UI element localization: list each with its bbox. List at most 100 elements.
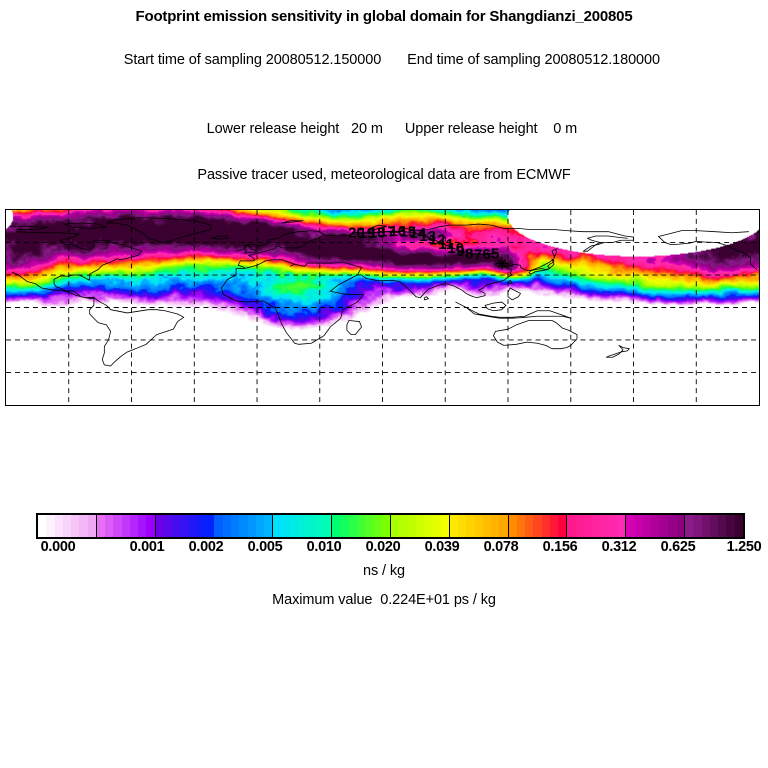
colorbar-seg-yellow-green bbox=[390, 515, 450, 537]
colorbar-swatch bbox=[432, 515, 441, 537]
coastline-path bbox=[455, 301, 572, 319]
colorbar-swatch bbox=[87, 515, 96, 537]
colorbar-swatch bbox=[516, 515, 526, 537]
colorbar-swatch bbox=[188, 515, 197, 537]
coastline-path bbox=[16, 226, 49, 230]
colorbar-swatch bbox=[508, 515, 517, 537]
trajectory-hour-label: 14 bbox=[410, 226, 427, 242]
colorbar-tick-9: 0.312 bbox=[601, 539, 637, 555]
colorbar-swatch bbox=[373, 515, 382, 537]
colorbar-swatch bbox=[407, 515, 416, 537]
colorbar-swatch bbox=[214, 515, 223, 537]
colorbar-swatch bbox=[709, 515, 719, 537]
page-title: Footprint emission sensitivity in global… bbox=[135, 8, 633, 25]
colorbar-swatch bbox=[701, 515, 710, 537]
colorbar-swatch bbox=[121, 515, 130, 537]
maximum-value-label: Maximum value 0.224E+01 ps / kg bbox=[272, 592, 496, 608]
colorbar-swatch bbox=[693, 515, 702, 537]
coastline-path bbox=[369, 224, 388, 233]
lower-release-height-label: Lower release height 20 m bbox=[206, 121, 383, 137]
upper-release-height-label: Upper release height 0 m bbox=[404, 121, 578, 137]
coastline-layer bbox=[9, 217, 758, 367]
coastline-path bbox=[244, 244, 258, 254]
trajectory-hour-label: 17 bbox=[379, 225, 396, 241]
colorbar-swatch bbox=[340, 515, 349, 537]
colorbar-swatch bbox=[172, 515, 181, 537]
colorbar-swatch bbox=[231, 515, 240, 537]
colorbar-swatch bbox=[129, 515, 139, 537]
colorbar-swatch bbox=[38, 515, 47, 537]
colorbar-swatch bbox=[155, 515, 164, 537]
trajectory-hour-label: 6 bbox=[482, 247, 490, 263]
coastline-path bbox=[551, 248, 557, 259]
colorbar-swatch bbox=[146, 515, 155, 537]
colorbar-swatch bbox=[499, 515, 508, 537]
colorbar-swatch bbox=[332, 515, 341, 537]
trajectory-path bbox=[353, 230, 497, 255]
colorbar-swatch bbox=[667, 515, 676, 537]
coastline-path bbox=[281, 220, 304, 224]
end-time-label: End time of sampling 20080512.180000 bbox=[407, 52, 660, 68]
colorbar-tick-7: 0.078 bbox=[483, 539, 519, 555]
colorbar-swatch bbox=[575, 515, 584, 537]
trajectory-hour-label: 5 bbox=[491, 247, 499, 263]
coastline-path bbox=[605, 345, 630, 358]
coastline-path bbox=[346, 320, 362, 336]
colorbar-seg-purple-dark bbox=[685, 515, 743, 537]
colorbar-swatch bbox=[96, 515, 106, 537]
colorbar-swatch bbox=[634, 515, 643, 537]
colorbar-swatch bbox=[381, 515, 390, 537]
colorbar-swatch bbox=[399, 515, 408, 537]
colorbar-swatch bbox=[138, 515, 147, 537]
trajectory-hour-label: 9 bbox=[456, 244, 464, 260]
colorbar-seg-blue bbox=[214, 515, 274, 537]
colorbar-swatch bbox=[71, 515, 80, 537]
colorbar-wrap bbox=[36, 513, 745, 539]
colorbar-tick-3: 0.005 bbox=[247, 539, 283, 555]
colorbar-swatch bbox=[281, 515, 290, 537]
colorbar-swatch bbox=[482, 515, 492, 537]
colorbar-swatch bbox=[726, 515, 735, 537]
coastline-path bbox=[323, 223, 634, 252]
colorbar-seg-violet-blue bbox=[155, 515, 215, 537]
release-height-line: Lower release height 20 m Upper release h… bbox=[0, 95, 768, 164]
map-panel: 20 19 18 17 16 15 14 13 12 11 10 9 8 7 6 5 bbox=[5, 209, 760, 406]
coastline-path bbox=[11, 231, 143, 300]
colorbar-swatch bbox=[659, 515, 668, 537]
trajectory-hour-label: 10 bbox=[447, 241, 464, 257]
coastline-path bbox=[221, 259, 365, 345]
colorbar-swatch bbox=[617, 515, 626, 537]
colorbar-swatch bbox=[273, 515, 282, 537]
colorbar-tick-0: 0.000 bbox=[40, 539, 76, 555]
colorbar-swatch bbox=[600, 515, 609, 537]
colorbar-swatch bbox=[196, 515, 206, 537]
colorbar-swatch bbox=[62, 515, 72, 537]
colorbar-swatch bbox=[525, 515, 534, 537]
trajectory-hour-label: 18 bbox=[369, 225, 386, 241]
colorbar-swatch bbox=[306, 515, 315, 537]
colorbar-swatch bbox=[466, 515, 475, 537]
colorbar-swatch bbox=[79, 515, 88, 537]
colorbar-swatch bbox=[113, 515, 122, 537]
colorbar-swatch bbox=[533, 515, 542, 537]
colorbar-swatch bbox=[626, 515, 635, 537]
trajectory-hour-label: 15 bbox=[400, 225, 417, 241]
colorbar-tick-11: 1.250 bbox=[726, 539, 762, 555]
colorbar-swatch bbox=[264, 515, 273, 537]
colorbar-swatch bbox=[390, 515, 400, 537]
coastline-path bbox=[89, 297, 185, 367]
colorbar-swatch bbox=[356, 515, 366, 537]
colorbar-swatch bbox=[558, 515, 567, 537]
coastline-path bbox=[423, 296, 429, 301]
trajectory-hour-label: 16 bbox=[389, 224, 406, 240]
colorbar-swatch bbox=[314, 515, 323, 537]
colorbar-swatch bbox=[549, 515, 559, 537]
colorbar-swatch bbox=[583, 515, 593, 537]
trajectory-hour-label: 13 bbox=[419, 229, 436, 245]
colorbar-swatch bbox=[46, 515, 55, 537]
colorbar-swatch bbox=[255, 515, 265, 537]
colorbar-seg-magenta bbox=[96, 515, 156, 537]
colorbar-tick-4: 0.010 bbox=[306, 539, 342, 555]
map-stage: 20 19 18 17 16 15 14 13 12 11 10 9 8 7 6 5 bbox=[6, 210, 759, 405]
coastline-path bbox=[493, 320, 578, 350]
